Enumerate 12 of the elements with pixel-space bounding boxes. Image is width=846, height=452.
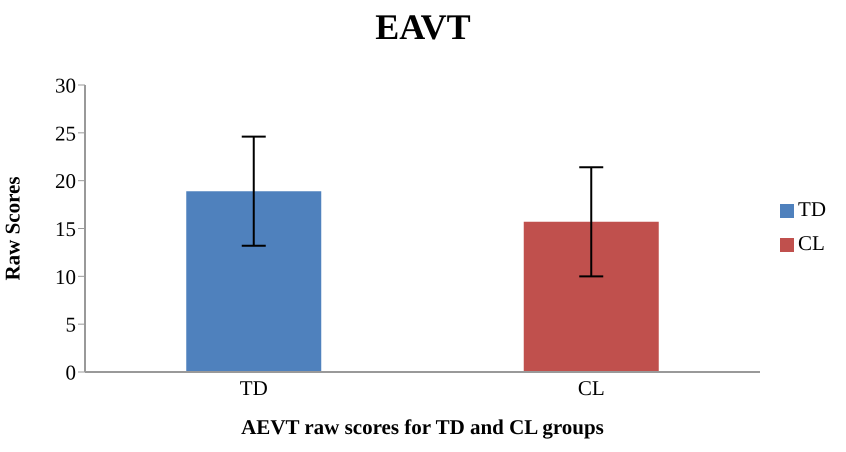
y-tick-label: 15 — [55, 216, 76, 241]
legend-label: CL — [798, 231, 825, 255]
legend-label: TD — [798, 197, 826, 221]
y-tick-label: 10 — [55, 264, 76, 289]
y-tick-label: 5 — [66, 312, 76, 337]
y-tick-label: 25 — [55, 121, 76, 146]
chart-title: EAVT — [374, 6, 472, 48]
y-tick-label: 0 — [66, 360, 76, 384]
x-axis-title: AEVT raw scores for TD and CL groups — [241, 415, 604, 439]
y-tick-label: 20 — [55, 169, 76, 194]
y-tick-label: 30 — [55, 73, 76, 98]
y-axis-title: Raw Scores — [0, 176, 24, 281]
